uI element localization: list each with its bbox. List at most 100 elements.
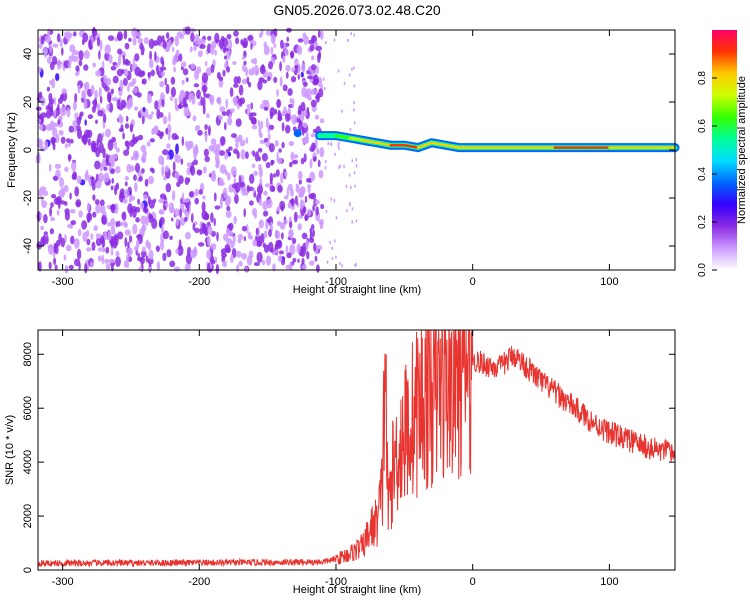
noise-cell — [234, 137, 241, 143]
noise-cell — [145, 215, 149, 226]
noise-cell — [111, 177, 114, 184]
spectrogram-ylabel: Frequency (Hz) — [6, 112, 18, 188]
noise-cell — [169, 235, 173, 240]
noise-cell — [275, 240, 282, 245]
noise-cell — [280, 172, 284, 184]
y-tick-label: 2000 — [22, 504, 34, 528]
noise-cell — [316, 264, 320, 273]
noise-speck — [353, 66, 355, 70]
noise-cell — [307, 208, 312, 216]
noise-cell — [184, 216, 188, 223]
noise-speck — [351, 67, 353, 71]
noise-cell — [101, 254, 105, 265]
noise-cell — [317, 159, 321, 168]
noise-cell — [177, 245, 184, 256]
noise-cell — [112, 61, 118, 66]
noise-cell — [148, 175, 154, 185]
noise-cell — [306, 177, 311, 183]
noise-cell — [126, 140, 130, 151]
y-tick-label: 0 — [22, 147, 34, 153]
noise-cell — [108, 154, 115, 165]
noise-cell — [227, 151, 232, 157]
noise-cell — [174, 35, 179, 47]
noise-speck — [351, 207, 354, 211]
band-segment — [416, 141, 433, 149]
noise-cell — [301, 110, 305, 122]
noise-speck — [353, 101, 355, 105]
noise-cell — [252, 239, 258, 247]
band-segment — [348, 136, 365, 142]
noise-cell — [249, 200, 254, 206]
noise-cell — [253, 187, 256, 194]
noise-cell — [137, 37, 143, 44]
x-tick-label: 0 — [470, 576, 476, 588]
noise-cell — [146, 93, 152, 104]
noise-cell — [130, 156, 135, 161]
noise-cell — [95, 70, 102, 77]
noise-speck — [325, 160, 327, 164]
noise-cell — [273, 43, 277, 48]
y-tick-label: 20 — [22, 96, 34, 108]
noise-cell — [56, 59, 62, 70]
noise-cell — [60, 237, 65, 248]
spectrogram-x-ticks: -300 -200 -100 0 100 — [52, 30, 619, 288]
noise-cell — [210, 243, 217, 251]
noise-cell — [255, 240, 263, 247]
noise-cell — [102, 247, 106, 253]
noise-cell — [208, 173, 212, 178]
noise-cell — [263, 230, 268, 239]
noise-cell — [186, 111, 192, 116]
noise-cell — [104, 86, 110, 92]
noise-cell — [292, 257, 297, 263]
noise-cell — [72, 101, 77, 111]
noise-speck — [330, 142, 332, 146]
noise-cell — [287, 88, 293, 96]
noise-cell — [126, 247, 133, 256]
noise-cell — [60, 136, 66, 144]
noise-cell — [225, 98, 228, 109]
noise-cell — [81, 90, 87, 100]
noise-cell — [294, 58, 299, 66]
noise-cell — [310, 133, 316, 138]
noise-cell — [123, 189, 130, 199]
noise-cell — [48, 92, 53, 102]
noise-cell — [274, 108, 278, 115]
noise-cell — [52, 43, 59, 48]
noise-cell — [291, 114, 298, 125]
noise-cell — [41, 235, 47, 246]
noise-cell — [203, 166, 207, 174]
noise-cell — [127, 203, 133, 214]
noise-cell — [184, 263, 189, 272]
noise-cell — [75, 125, 81, 131]
noise-cell — [95, 119, 98, 124]
noise-cell — [229, 108, 235, 114]
noise-cell — [203, 148, 209, 157]
noise-cell — [294, 64, 298, 70]
noise-speck — [329, 241, 331, 244]
noise-cell — [253, 262, 260, 267]
noise-cell — [161, 60, 165, 67]
x-tick-label: 0 — [470, 276, 476, 288]
noise-cell — [131, 78, 137, 85]
noise-cell — [105, 263, 111, 271]
noise-cell — [129, 235, 133, 243]
noise-cell — [168, 202, 174, 213]
snr-ylabel: SNR (10 * v/v) — [4, 415, 16, 485]
noise-cell — [281, 232, 284, 240]
noise-cell — [281, 141, 285, 149]
noise-cell — [218, 76, 224, 82]
noise-cell — [105, 153, 109, 164]
noise-cell — [207, 125, 211, 136]
noise-cell — [45, 235, 49, 245]
noise-cell — [250, 116, 257, 125]
noise-cell — [98, 172, 104, 183]
noise-cell — [38, 139, 44, 150]
band-spot — [293, 129, 302, 138]
noise-cell — [213, 192, 217, 202]
noise-speck — [347, 39, 349, 42]
noise-cell — [103, 77, 108, 83]
noise-cell — [206, 249, 212, 260]
noise-cell — [84, 119, 87, 126]
noise-cell — [233, 30, 239, 37]
